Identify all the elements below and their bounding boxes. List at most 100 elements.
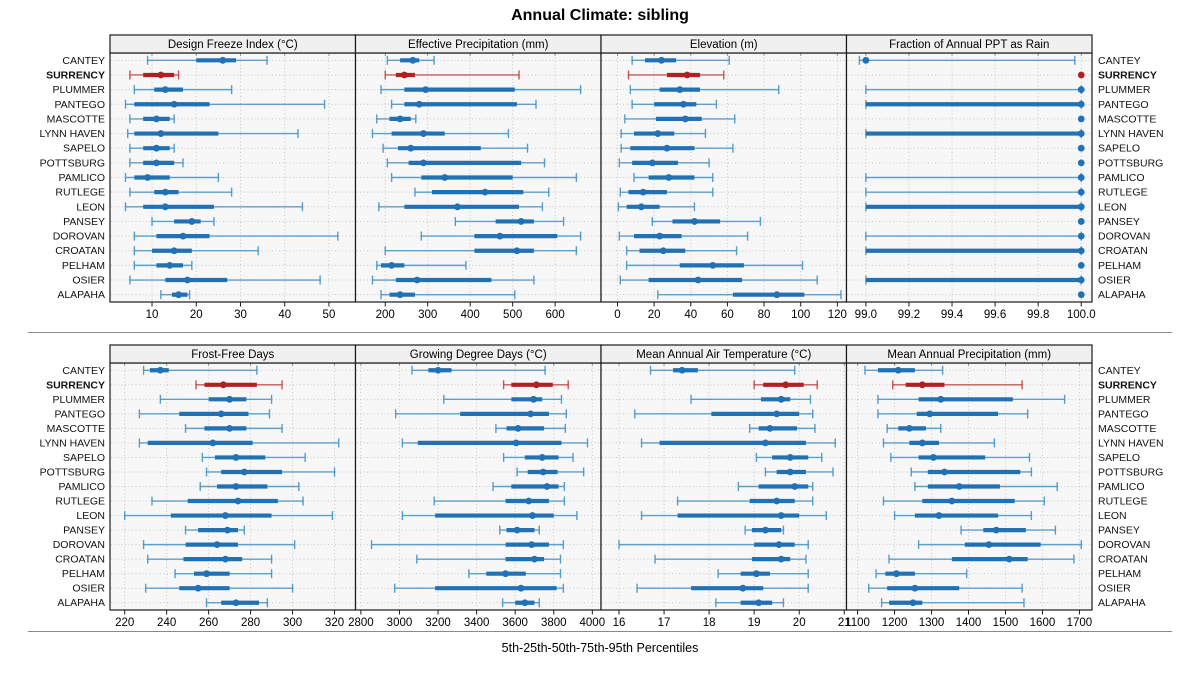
axis-tick-label: 4000	[580, 617, 606, 629]
median-dot	[786, 454, 794, 461]
percentile-row-pansey	[151, 216, 215, 226]
percentile-row-pamlico	[390, 173, 578, 182]
percentile-row-alapaha	[160, 290, 191, 300]
row-label-left-osier: OSIER	[72, 583, 105, 595]
median-dot	[409, 56, 417, 64]
percentile-row-osier	[393, 583, 565, 593]
panel-strip-title: Mean Annual Precipitation (mm)	[887, 349, 1051, 361]
panel-strip-title: Elevation (m)	[690, 39, 758, 51]
percentile-row-surrency	[384, 70, 520, 80]
percentile-row-sapelo	[1077, 144, 1085, 152]
median-dot	[153, 144, 160, 152]
median-dot	[512, 439, 520, 447]
percentile-row-cantey	[146, 55, 268, 65]
percentile-row-rutlege	[619, 187, 714, 197]
axis-tick-label: 320	[325, 617, 344, 629]
median-dot	[166, 261, 174, 269]
x-axis-caption: 5th-25th-50th-75th-95th Percentiles	[501, 641, 699, 655]
axis-tick-label: 60	[721, 309, 734, 321]
axis-tick-label: 100	[791, 309, 810, 321]
percentile-row-croatan	[147, 554, 273, 564]
median-dot	[911, 584, 919, 592]
percentile-row-pansey	[499, 525, 540, 535]
median-dot	[926, 410, 934, 418]
percentile-row-sapelo	[620, 143, 734, 153]
median-dot	[502, 570, 509, 578]
percentile-row-leon	[893, 511, 1033, 521]
percentile-row-croatan	[888, 554, 1075, 564]
percentile-row-lynn-haven	[138, 438, 340, 448]
percentile-row-lynn-haven	[640, 438, 836, 448]
row-label-right-pantego: PANTEGO	[1098, 99, 1149, 111]
panel-strip-title: Design Freeze Index (°C)	[168, 39, 298, 51]
percentile-row-plummer	[159, 394, 273, 404]
panel-effective-precipitation-mm: 200 300 400 500 600 Effective Precipitation (…	[354, 34, 602, 321]
axis-tick-label: 40	[278, 309, 291, 321]
median-dot	[481, 188, 489, 196]
percentile-row-osier	[636, 583, 809, 593]
panel-data	[858, 55, 1085, 299]
percentile-row-lynn-haven	[882, 438, 996, 448]
axis-tick-label: 500	[503, 309, 522, 321]
percentile-row-rutlege	[882, 496, 1046, 506]
percentile-row-osier	[371, 275, 535, 285]
median-dot	[985, 541, 993, 549]
axis-tick-label: 3800	[541, 617, 567, 629]
axis-tick-label: 200	[376, 309, 395, 321]
row-label-right-leon: LEON	[1098, 510, 1127, 522]
percentile-row-pantego	[631, 99, 718, 109]
percentile-row-pantego	[634, 409, 814, 419]
axis-tick-label: 3000	[387, 617, 413, 629]
median-dot	[529, 512, 536, 519]
row-label-left-pansey: PANSEY	[63, 525, 105, 537]
median-dot	[240, 468, 248, 476]
median-dot	[161, 86, 169, 94]
axis-tick-label: 16	[613, 617, 626, 629]
row-label-right-plummer: PLUMMER	[1098, 84, 1151, 96]
row-label-right-lynn-haven: LYNN HAVEN	[1098, 128, 1164, 140]
median-dot	[496, 232, 504, 240]
median-dot	[234, 497, 242, 505]
percentile-row-alapaha	[657, 290, 842, 300]
axis-tick-label: 1600	[1030, 617, 1056, 629]
axis-tick-label: 99.0	[855, 309, 877, 321]
row-label-left-croatan: CROATAN	[55, 245, 105, 257]
row-label-right-pamlico: PAMLICO	[1098, 172, 1144, 184]
median-dot	[637, 203, 645, 211]
row-label-left-lynn-haven: LYNN HAVEN	[39, 128, 105, 140]
percentile-row-plummer	[380, 85, 582, 95]
percentile-row-dorovan	[420, 231, 582, 241]
panel-fraction-of-annual-ppt-as-rain: 99.0 99.2 99.4 99.6 99.8 100.0 Fraction of Ann…	[845, 34, 1096, 321]
median-dot	[948, 497, 956, 505]
percentile-row-pottsburg	[618, 158, 710, 168]
median-dot	[219, 56, 227, 64]
median-dot	[937, 395, 945, 403]
median-dot	[226, 424, 234, 432]
row-label-right-sapelo: SAPELO	[1098, 452, 1140, 464]
percentile-row-sapelo	[382, 143, 529, 153]
percentile-row-pelham	[625, 260, 804, 270]
percentile-row-rutlege	[676, 496, 814, 506]
median-dot	[415, 100, 423, 108]
percentile-row-mascotte	[129, 114, 175, 124]
row-label-left-sapelo: SAPELO	[63, 143, 105, 155]
axis-tick-label: 1100	[845, 617, 870, 629]
percentile-row-pelham	[1077, 261, 1085, 269]
percentile-row-pansey	[454, 216, 565, 226]
percentile-row-pottsburg	[516, 467, 585, 477]
percentile-row-leon	[123, 511, 334, 521]
median-dot	[676, 86, 684, 94]
percentile-row-cantey	[858, 55, 1076, 65]
row-label-left-mascotte: MASCOTTE	[47, 113, 105, 125]
median-dot	[441, 174, 449, 181]
row-label-left-pantego: PANTEGO	[54, 408, 105, 420]
median-dot	[175, 291, 182, 299]
median-dot	[531, 555, 538, 563]
row-label-left-surrency: SURRENCY	[46, 69, 105, 81]
percentile-row-cantey	[142, 365, 258, 375]
median-dot	[157, 71, 165, 79]
median-dot	[739, 584, 747, 592]
row-label-left-pamlico: PAMLICO	[59, 172, 105, 184]
axis-tick-label: 3400	[464, 617, 490, 629]
